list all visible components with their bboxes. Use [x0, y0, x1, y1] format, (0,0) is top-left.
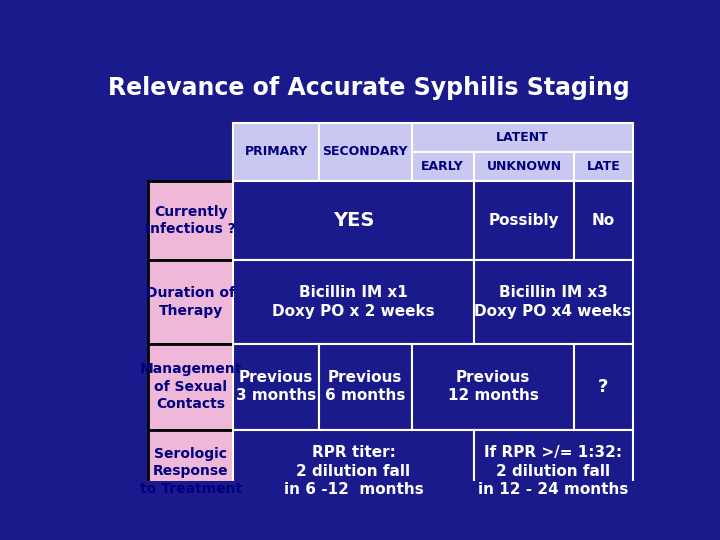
Text: UNKNOWN: UNKNOWN	[487, 160, 562, 173]
Bar	[233, 123, 319, 181]
Bar	[319, 343, 412, 430]
Bar	[148, 430, 233, 513]
Bar	[233, 260, 474, 343]
Bar	[575, 152, 632, 181]
Bar	[233, 343, 319, 430]
Text: RPR titer:
2 dilution fall
in 6 -12  months: RPR titer: 2 dilution fall in 6 -12 mont…	[284, 446, 423, 497]
Text: Possibly: Possibly	[489, 213, 559, 228]
Bar	[412, 152, 474, 181]
Bar	[575, 181, 632, 260]
Bar	[474, 152, 575, 181]
Bar	[233, 181, 474, 260]
Bar	[474, 181, 575, 260]
Text: PRIMARY: PRIMARY	[244, 145, 307, 158]
Text: LATENT: LATENT	[495, 131, 549, 144]
Text: Previous
6 months: Previous 6 months	[325, 370, 405, 403]
Bar	[148, 343, 233, 430]
Text: If RPR >/= 1:32:
2 dilution fall
in 12 - 24 months: If RPR >/= 1:32: 2 dilution fall in 12 -…	[478, 446, 629, 497]
Text: EARLY: EARLY	[421, 160, 464, 173]
Bar	[575, 343, 632, 430]
Text: Bicillin IM x1
Doxy PO x 2 weeks: Bicillin IM x1 Doxy PO x 2 weeks	[272, 285, 435, 319]
Bar	[412, 343, 575, 430]
Text: Bicillin IM x3
Doxy PO x4 weeks: Bicillin IM x3 Doxy PO x4 weeks	[474, 285, 631, 319]
Text: SECONDARY: SECONDARY	[323, 145, 408, 158]
Text: Serologic
Response
to Treatment: Serologic Response to Treatment	[140, 447, 242, 496]
Bar	[474, 260, 632, 343]
Bar	[412, 123, 632, 152]
Bar	[148, 260, 233, 343]
Text: Duration of
Therapy: Duration of Therapy	[146, 286, 235, 318]
Text: No: No	[592, 213, 615, 228]
Text: Previous
12 months: Previous 12 months	[448, 370, 539, 403]
Text: LATE: LATE	[587, 160, 621, 173]
Text: Previous
3 months: Previous 3 months	[236, 370, 316, 403]
Text: Relevance of Accurate Syphilis Staging: Relevance of Accurate Syphilis Staging	[108, 76, 630, 100]
Bar	[233, 430, 474, 513]
Text: YES: YES	[333, 211, 374, 230]
Bar	[319, 123, 412, 181]
Bar	[474, 430, 632, 513]
Text: Currently
Infectious ?: Currently Infectious ?	[145, 205, 236, 237]
Text: ?: ?	[598, 377, 608, 396]
Bar	[148, 181, 233, 260]
Text: Management
of Sexual
Contacts: Management of Sexual Contacts	[140, 362, 242, 411]
